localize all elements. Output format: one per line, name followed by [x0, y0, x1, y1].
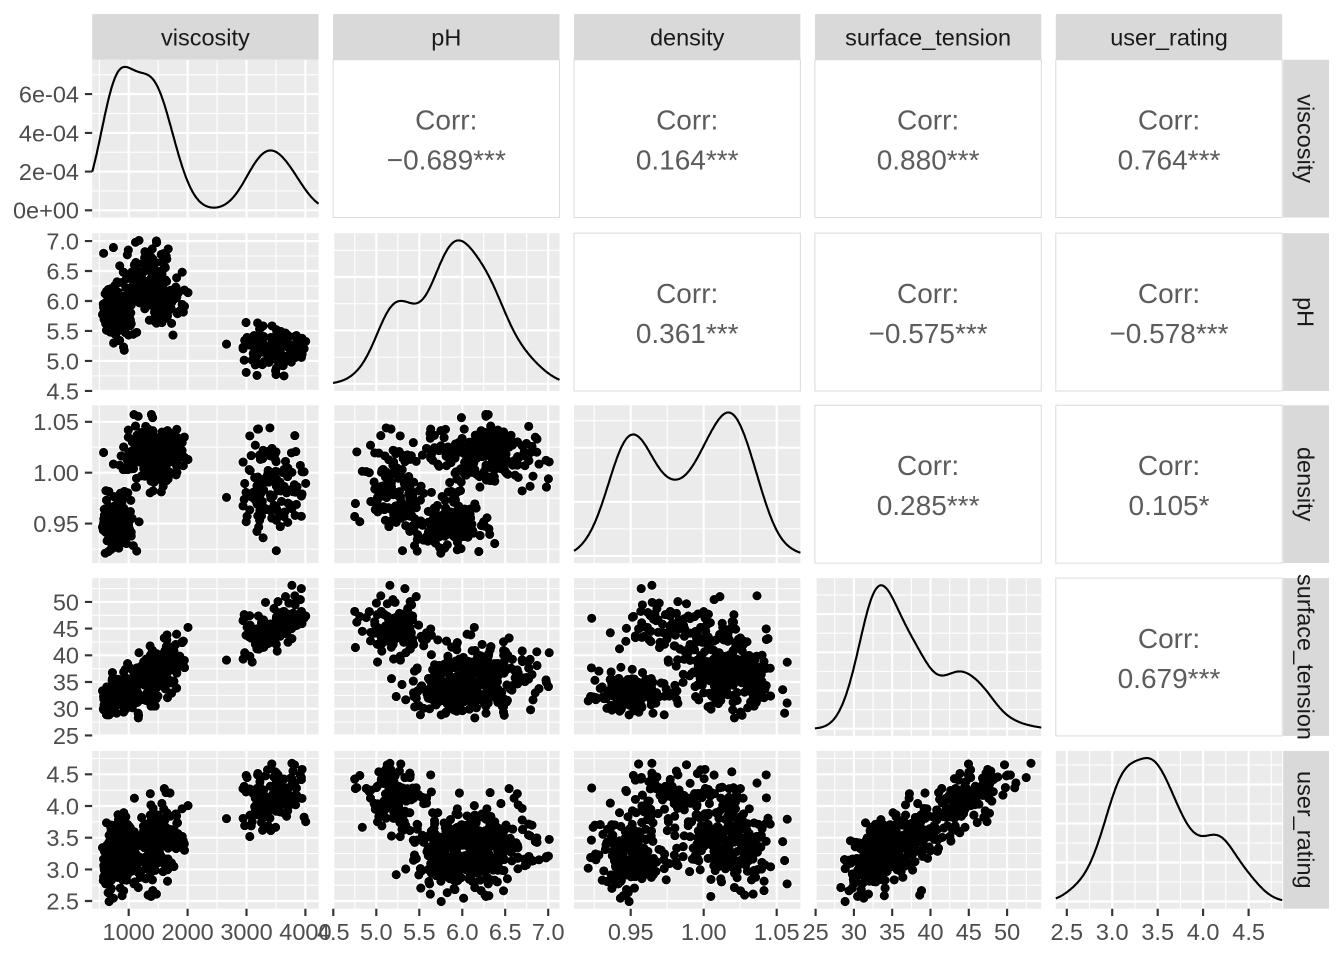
svg-text:viscosity: viscosity — [161, 24, 250, 50]
svg-text:pH: pH — [431, 24, 461, 50]
svg-text:viscosity: viscosity — [1293, 94, 1319, 183]
svg-text:4.5: 4.5 — [1232, 919, 1265, 945]
svg-text:50: 50 — [994, 919, 1020, 945]
svg-text:4.0: 4.0 — [1187, 919, 1220, 945]
svg-text:7.0: 7.0 — [532, 919, 565, 945]
svg-text:surface_tension: surface_tension — [845, 24, 1011, 50]
svg-text:3.0: 3.0 — [1096, 919, 1129, 945]
svg-text:6.5: 6.5 — [489, 919, 522, 945]
svg-text:−0.575***: −0.575*** — [869, 318, 988, 349]
svg-text:density: density — [1293, 447, 1319, 522]
svg-text:4.0: 4.0 — [46, 793, 79, 819]
svg-text:25: 25 — [53, 723, 79, 749]
svg-text:6.5: 6.5 — [46, 258, 79, 284]
svg-text:30: 30 — [841, 919, 867, 945]
svg-text:4.5: 4.5 — [46, 762, 79, 788]
svg-text:4.5: 4.5 — [317, 919, 350, 945]
svg-text:Corr:: Corr: — [1138, 450, 1200, 481]
svg-text:density: density — [650, 24, 725, 50]
svg-text:2000: 2000 — [161, 919, 213, 945]
svg-text:0.164***: 0.164*** — [636, 145, 739, 176]
svg-text:25: 25 — [803, 919, 829, 945]
svg-text:6e-04: 6e-04 — [19, 82, 79, 108]
svg-text:Corr:: Corr: — [1138, 623, 1200, 654]
svg-text:50: 50 — [53, 589, 79, 615]
svg-text:user_rating: user_rating — [1110, 24, 1228, 50]
svg-text:0.361***: 0.361*** — [636, 318, 739, 349]
svg-text:0.95: 0.95 — [608, 919, 654, 945]
svg-text:40: 40 — [53, 643, 79, 669]
svg-text:0.764***: 0.764*** — [1118, 145, 1221, 176]
svg-text:0.880***: 0.880*** — [877, 145, 980, 176]
svg-text:1.05: 1.05 — [33, 409, 79, 435]
svg-text:5.0: 5.0 — [46, 348, 79, 374]
svg-text:45: 45 — [53, 616, 79, 642]
svg-text:3.5: 3.5 — [46, 825, 79, 851]
svg-text:3000: 3000 — [220, 919, 272, 945]
svg-text:1.00: 1.00 — [33, 460, 79, 486]
svg-text:0.285***: 0.285*** — [877, 490, 980, 521]
svg-text:Corr:: Corr: — [656, 105, 718, 136]
svg-text:6.0: 6.0 — [446, 919, 479, 945]
svg-text:4.5: 4.5 — [46, 378, 79, 404]
svg-text:2.5: 2.5 — [1050, 919, 1083, 945]
svg-text:0.105*: 0.105* — [1129, 490, 1210, 521]
svg-text:40: 40 — [917, 919, 943, 945]
svg-text:surface_tension: surface_tension — [1293, 574, 1319, 740]
svg-text:pH: pH — [1293, 297, 1319, 327]
svg-text:4e-04: 4e-04 — [19, 120, 79, 146]
svg-text:3.0: 3.0 — [46, 857, 79, 883]
svg-text:Corr:: Corr: — [897, 105, 959, 136]
svg-text:30: 30 — [53, 696, 79, 722]
svg-text:Corr:: Corr: — [656, 278, 718, 309]
svg-text:2.5: 2.5 — [46, 888, 79, 914]
svg-text:35: 35 — [879, 919, 905, 945]
svg-text:0e+00: 0e+00 — [13, 198, 79, 224]
svg-text:Corr:: Corr: — [1138, 105, 1200, 136]
svg-text:0.679***: 0.679*** — [1118, 663, 1221, 694]
svg-text:5.0: 5.0 — [360, 919, 393, 945]
svg-text:7.0: 7.0 — [46, 229, 79, 255]
svg-text:0.95: 0.95 — [33, 511, 79, 537]
svg-text:1.00: 1.00 — [681, 919, 727, 945]
svg-text:35: 35 — [53, 669, 79, 695]
svg-text:5.5: 5.5 — [403, 919, 436, 945]
svg-text:−0.578***: −0.578*** — [1109, 318, 1228, 349]
svg-text:Corr:: Corr: — [1138, 278, 1200, 309]
svg-text:2e-04: 2e-04 — [19, 159, 79, 185]
svg-text:−0.689***: −0.689*** — [387, 145, 506, 176]
svg-text:Corr:: Corr: — [415, 105, 477, 136]
svg-text:3.5: 3.5 — [1141, 919, 1174, 945]
svg-text:Corr:: Corr: — [897, 278, 959, 309]
svg-text:6.0: 6.0 — [46, 288, 79, 314]
svg-text:Corr:: Corr: — [897, 450, 959, 481]
svg-text:1.05: 1.05 — [754, 919, 800, 945]
svg-text:1000: 1000 — [103, 919, 155, 945]
svg-text:4000: 4000 — [279, 919, 331, 945]
svg-text:45: 45 — [956, 919, 982, 945]
svg-text:user_rating: user_rating — [1293, 771, 1319, 889]
svg-text:5.5: 5.5 — [46, 318, 79, 344]
